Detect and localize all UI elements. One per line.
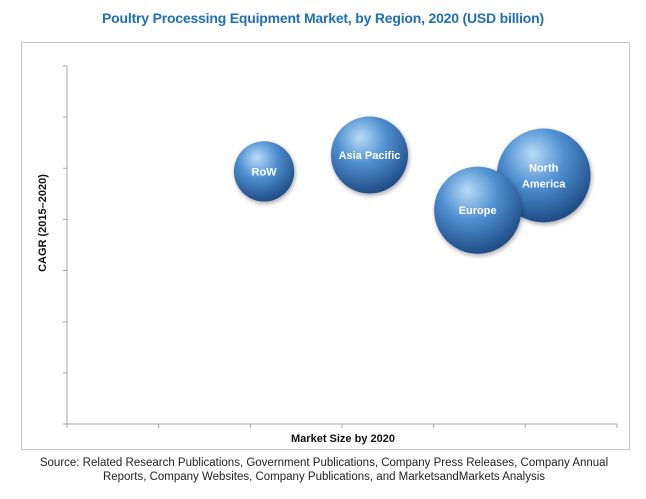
chart-title: Poultry Processing Equipment Market, by … <box>102 10 544 26</box>
bubble-row: RoW <box>233 141 295 202</box>
bubble-mark <box>434 166 522 254</box>
y-axis-title: CAGR (2015–2020) <box>37 174 49 272</box>
bubble-label: America <box>522 178 566 190</box>
axes <box>63 65 618 428</box>
x-axis-title: Market Size by 2020 <box>291 433 395 445</box>
bubble-label: Europe <box>459 205 497 217</box>
chart-frame <box>21 42 630 450</box>
bubble-mark <box>233 141 295 202</box>
bubble-mark <box>496 128 591 223</box>
source-note: Source: Related Research Publications, G… <box>8 456 640 484</box>
bubbles: RoW Asia Pacific North America Europe <box>233 116 591 254</box>
bubble-mark <box>330 116 409 194</box>
bubble-asia-pacific: Asia Pacific <box>330 116 409 194</box>
bubble-north-america: North America <box>496 128 591 223</box>
bubble-europe: Europe <box>434 166 522 254</box>
bubble-label: Asia Pacific <box>339 150 401 162</box>
bubble-label: North <box>529 162 559 174</box>
source-line-2: Reports, Company Websites, Company Publi… <box>102 471 546 483</box>
bubble-label: RoW <box>252 166 278 178</box>
source-line-1: Source: Related Research Publications, G… <box>39 457 609 469</box>
